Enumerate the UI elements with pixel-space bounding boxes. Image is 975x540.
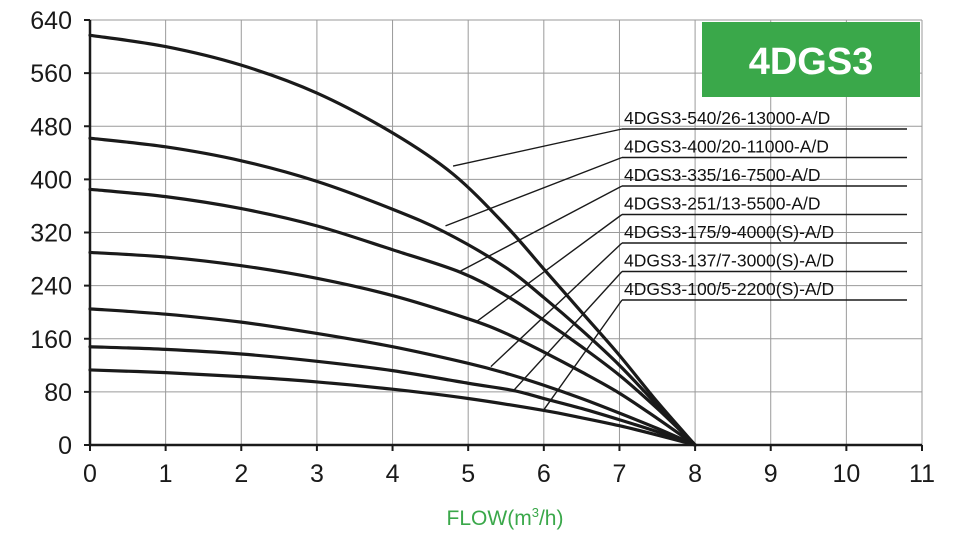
y-tick-label: 240 — [30, 273, 72, 301]
y-tick-label: 320 — [30, 220, 72, 248]
series-curve — [88, 187, 697, 447]
title-badge: 4DGS3 — [702, 22, 920, 97]
axes — [84, 19, 923, 451]
x-tick-label: 8 — [688, 460, 702, 488]
series-label: 4DGS3-335/16-7500-A/D — [624, 165, 821, 185]
series-leader-line — [543, 299, 623, 411]
x-axis-label: FLOW(m3/h) — [447, 505, 564, 530]
series-label: 4DGS3-400/20-11000-A/D — [624, 137, 829, 157]
series-curve — [88, 368, 697, 447]
series-label: 4DGS3-251/13-5500-A/D — [624, 194, 821, 214]
series-leader-line — [445, 156, 623, 227]
x-tick-label: 6 — [537, 460, 551, 488]
series-curve — [88, 345, 697, 447]
y-tick-label: 480 — [30, 113, 72, 141]
y-tick-label: 160 — [30, 326, 72, 354]
series-leader-line — [460, 185, 623, 272]
series-labels: 4DGS3-540/26-13000-A/D 4DGS3-400/20-11000… — [624, 108, 834, 299]
series-curve — [88, 136, 697, 447]
series-leader-line — [490, 242, 623, 368]
y-tick-label: 400 — [30, 166, 72, 194]
y-tick-label: 640 — [30, 7, 72, 35]
series-label: 4DGS3-137/7-3000(S)-A/D — [624, 251, 834, 271]
series-label: 4DGS3-100/5-2200(S)-A/D — [624, 279, 834, 299]
series-curve — [88, 307, 697, 447]
x-tick-label: 11 — [909, 460, 935, 488]
series-label: 4DGS3-175/9-4000(S)-A/D — [624, 222, 834, 242]
series-curves — [88, 33, 697, 447]
x-tick-label: 7 — [613, 460, 627, 488]
x-tick-label: 10 — [832, 460, 860, 488]
series-curve — [88, 250, 697, 447]
series-leader-line — [475, 213, 623, 323]
x-tick-label: 3 — [310, 460, 324, 488]
x-tick-label: 0 — [83, 460, 97, 488]
series-leader-line — [452, 128, 623, 167]
chart-title: 4DGS3 — [749, 41, 874, 83]
grid — [90, 19, 923, 445]
x-tick-label: 9 — [764, 460, 778, 488]
y-tick-label: 0 — [58, 432, 72, 460]
series-label: 4DGS3-540/26-13000-A/D — [624, 108, 830, 128]
x-tick-label: 5 — [461, 460, 475, 488]
x-tick-label: 4 — [386, 460, 400, 488]
series-leader-line — [513, 271, 623, 392]
tick-labels: 0 1 2 3 4 5 6 7 8 9 10 11 0 80 160 240 320 400 480 560 640 — [30, 7, 935, 488]
x-tick-label: 1 — [159, 460, 173, 488]
series-curve — [88, 33, 697, 447]
label-leader-lines — [445, 128, 907, 411]
y-tick-label: 80 — [44, 379, 72, 407]
y-tick-label: 560 — [30, 60, 72, 88]
x-tick-label: 2 — [234, 460, 248, 488]
title-badge-bg — [702, 22, 920, 97]
